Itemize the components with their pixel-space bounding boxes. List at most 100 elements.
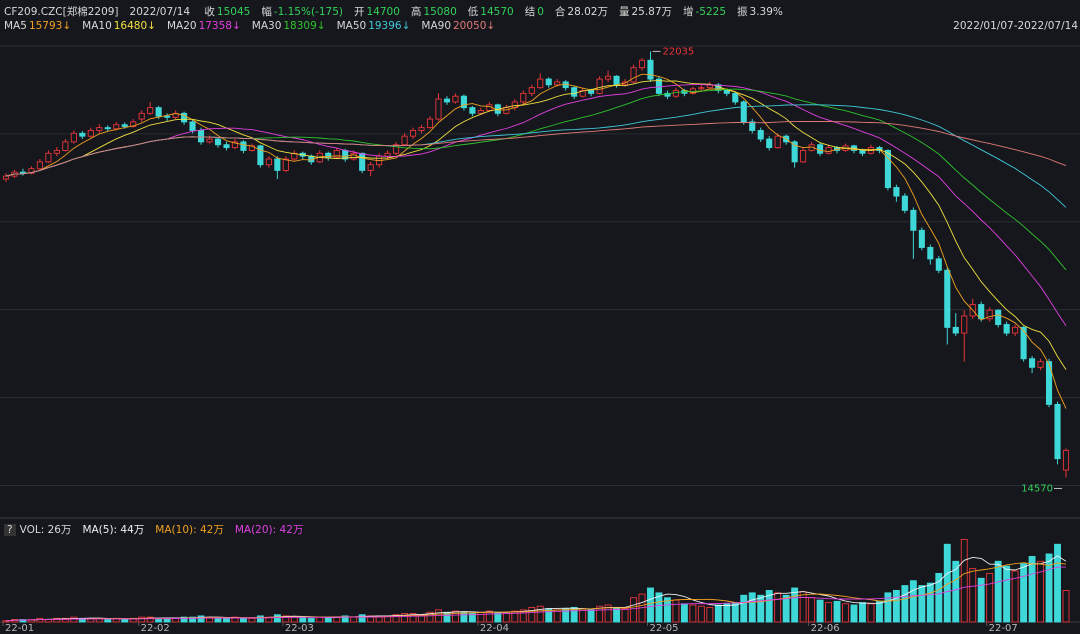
candle-body <box>935 258 942 271</box>
volume-bar <box>189 616 197 623</box>
candle-body <box>138 112 145 120</box>
candle-body <box>214 138 222 146</box>
volume-bar <box>299 616 307 623</box>
volume-bar <box>36 617 44 623</box>
ma-line <box>5 120 1067 177</box>
ma-name: MA20 <box>166 20 197 32</box>
volume-bar <box>401 613 409 623</box>
volume-bar <box>630 597 637 623</box>
volume-bar <box>570 606 578 623</box>
ma-value: 19396↓ <box>368 20 411 32</box>
candle-body <box>740 101 747 123</box>
field-label: 结 <box>524 6 536 18</box>
candle-body <box>333 149 340 158</box>
volume-bar <box>248 617 256 623</box>
field-label: 量 <box>618 6 630 18</box>
volume-bar <box>1011 570 1019 623</box>
volume-bar <box>833 600 841 623</box>
candle-body <box>393 144 400 154</box>
volume-bar <box>892 589 900 623</box>
candle-body <box>1020 326 1027 360</box>
ma-value: 18309↓ <box>283 20 326 32</box>
annotation-label: 14570 <box>1021 483 1053 494</box>
field-label: 低 <box>467 6 479 18</box>
volume-bar <box>748 592 756 623</box>
volume-bar <box>1054 543 1061 623</box>
candle-body <box>70 132 77 143</box>
candle-body <box>19 171 27 174</box>
volume-bar <box>358 614 366 623</box>
candle-body <box>443 98 451 103</box>
candle-body <box>325 152 332 158</box>
candle-body <box>571 87 578 97</box>
volume-bar <box>239 617 247 623</box>
volume-bar <box>757 594 765 623</box>
quote-row: CF209.CZC[郑棉2209] 2022/07/14 收 15045 幅 -1.15… <box>4 4 785 19</box>
ma-line <box>5 80 1067 370</box>
volume-bar <box>621 608 629 623</box>
volume-title: VOL: 26万 <box>19 524 72 536</box>
volume-bar <box>426 611 434 623</box>
volume-bar <box>409 613 417 623</box>
candle-body <box>630 67 637 83</box>
volume-bar <box>604 604 612 623</box>
volume-bar <box>926 582 934 623</box>
candle-body <box>545 78 552 86</box>
candle-body <box>469 107 476 114</box>
x-tick-label: 22-01 <box>5 623 34 634</box>
candle-body <box>647 59 654 80</box>
volume-bar <box>799 591 807 623</box>
candle-body <box>181 112 188 123</box>
candle-body <box>901 195 908 211</box>
volume-bar <box>672 599 680 623</box>
volume-bar <box>994 560 1002 623</box>
candle-body <box>460 95 467 109</box>
candle-body <box>910 209 917 231</box>
volume-bar <box>842 603 849 623</box>
field-value: -1.15%(-175) <box>273 6 343 18</box>
x-tick-label: 22-03 <box>285 623 314 634</box>
volume-ma-label: MA(20): 42万 <box>234 524 304 536</box>
volume-bar <box>477 611 485 623</box>
field-value: 15045 <box>216 6 251 18</box>
field-value: 3.39% <box>749 6 783 18</box>
volume-bar <box>1062 589 1070 623</box>
candle-body <box>884 149 891 188</box>
ma-value: 15793↓ <box>28 20 72 32</box>
volume-bar <box>536 605 544 623</box>
field-label: 开 <box>353 6 365 18</box>
candle-body <box>282 158 289 171</box>
volume-bar <box>859 602 866 623</box>
field-label: 增 <box>683 6 694 18</box>
field-value: 15080 <box>423 6 457 18</box>
candle-body <box>265 158 272 166</box>
field-value: 0 <box>537 6 544 18</box>
field-label: 收 <box>204 6 215 18</box>
volume-bar <box>596 605 604 623</box>
candle-body <box>1012 326 1019 334</box>
volume-bar <box>214 617 222 623</box>
ma-line <box>5 84 1067 326</box>
ma-name: MA50 <box>336 20 367 32</box>
volume-bar <box>341 615 349 623</box>
volume-bar <box>816 599 824 623</box>
candle-body <box>350 152 357 160</box>
volume-bar <box>808 597 816 623</box>
ma-line <box>5 104 1067 208</box>
help-button[interactable]: ? <box>4 524 16 536</box>
volume-bar <box>647 587 654 623</box>
x-tick-label: 22-05 <box>649 623 678 634</box>
candle-body <box>723 90 730 94</box>
candle-body <box>113 124 120 130</box>
candle-body <box>825 147 832 154</box>
candle-body <box>859 149 866 154</box>
candle-body <box>596 78 603 94</box>
volume-bar <box>53 617 61 623</box>
volume-bar <box>333 616 341 623</box>
volume-ma-label: MA(5): 44万 <box>82 524 145 536</box>
field-value: 25.87万 <box>631 6 673 18</box>
ma-name: MA30 <box>251 20 282 32</box>
volume-bar <box>256 615 264 623</box>
volume-bar <box>952 560 960 623</box>
candle-body <box>698 87 705 90</box>
